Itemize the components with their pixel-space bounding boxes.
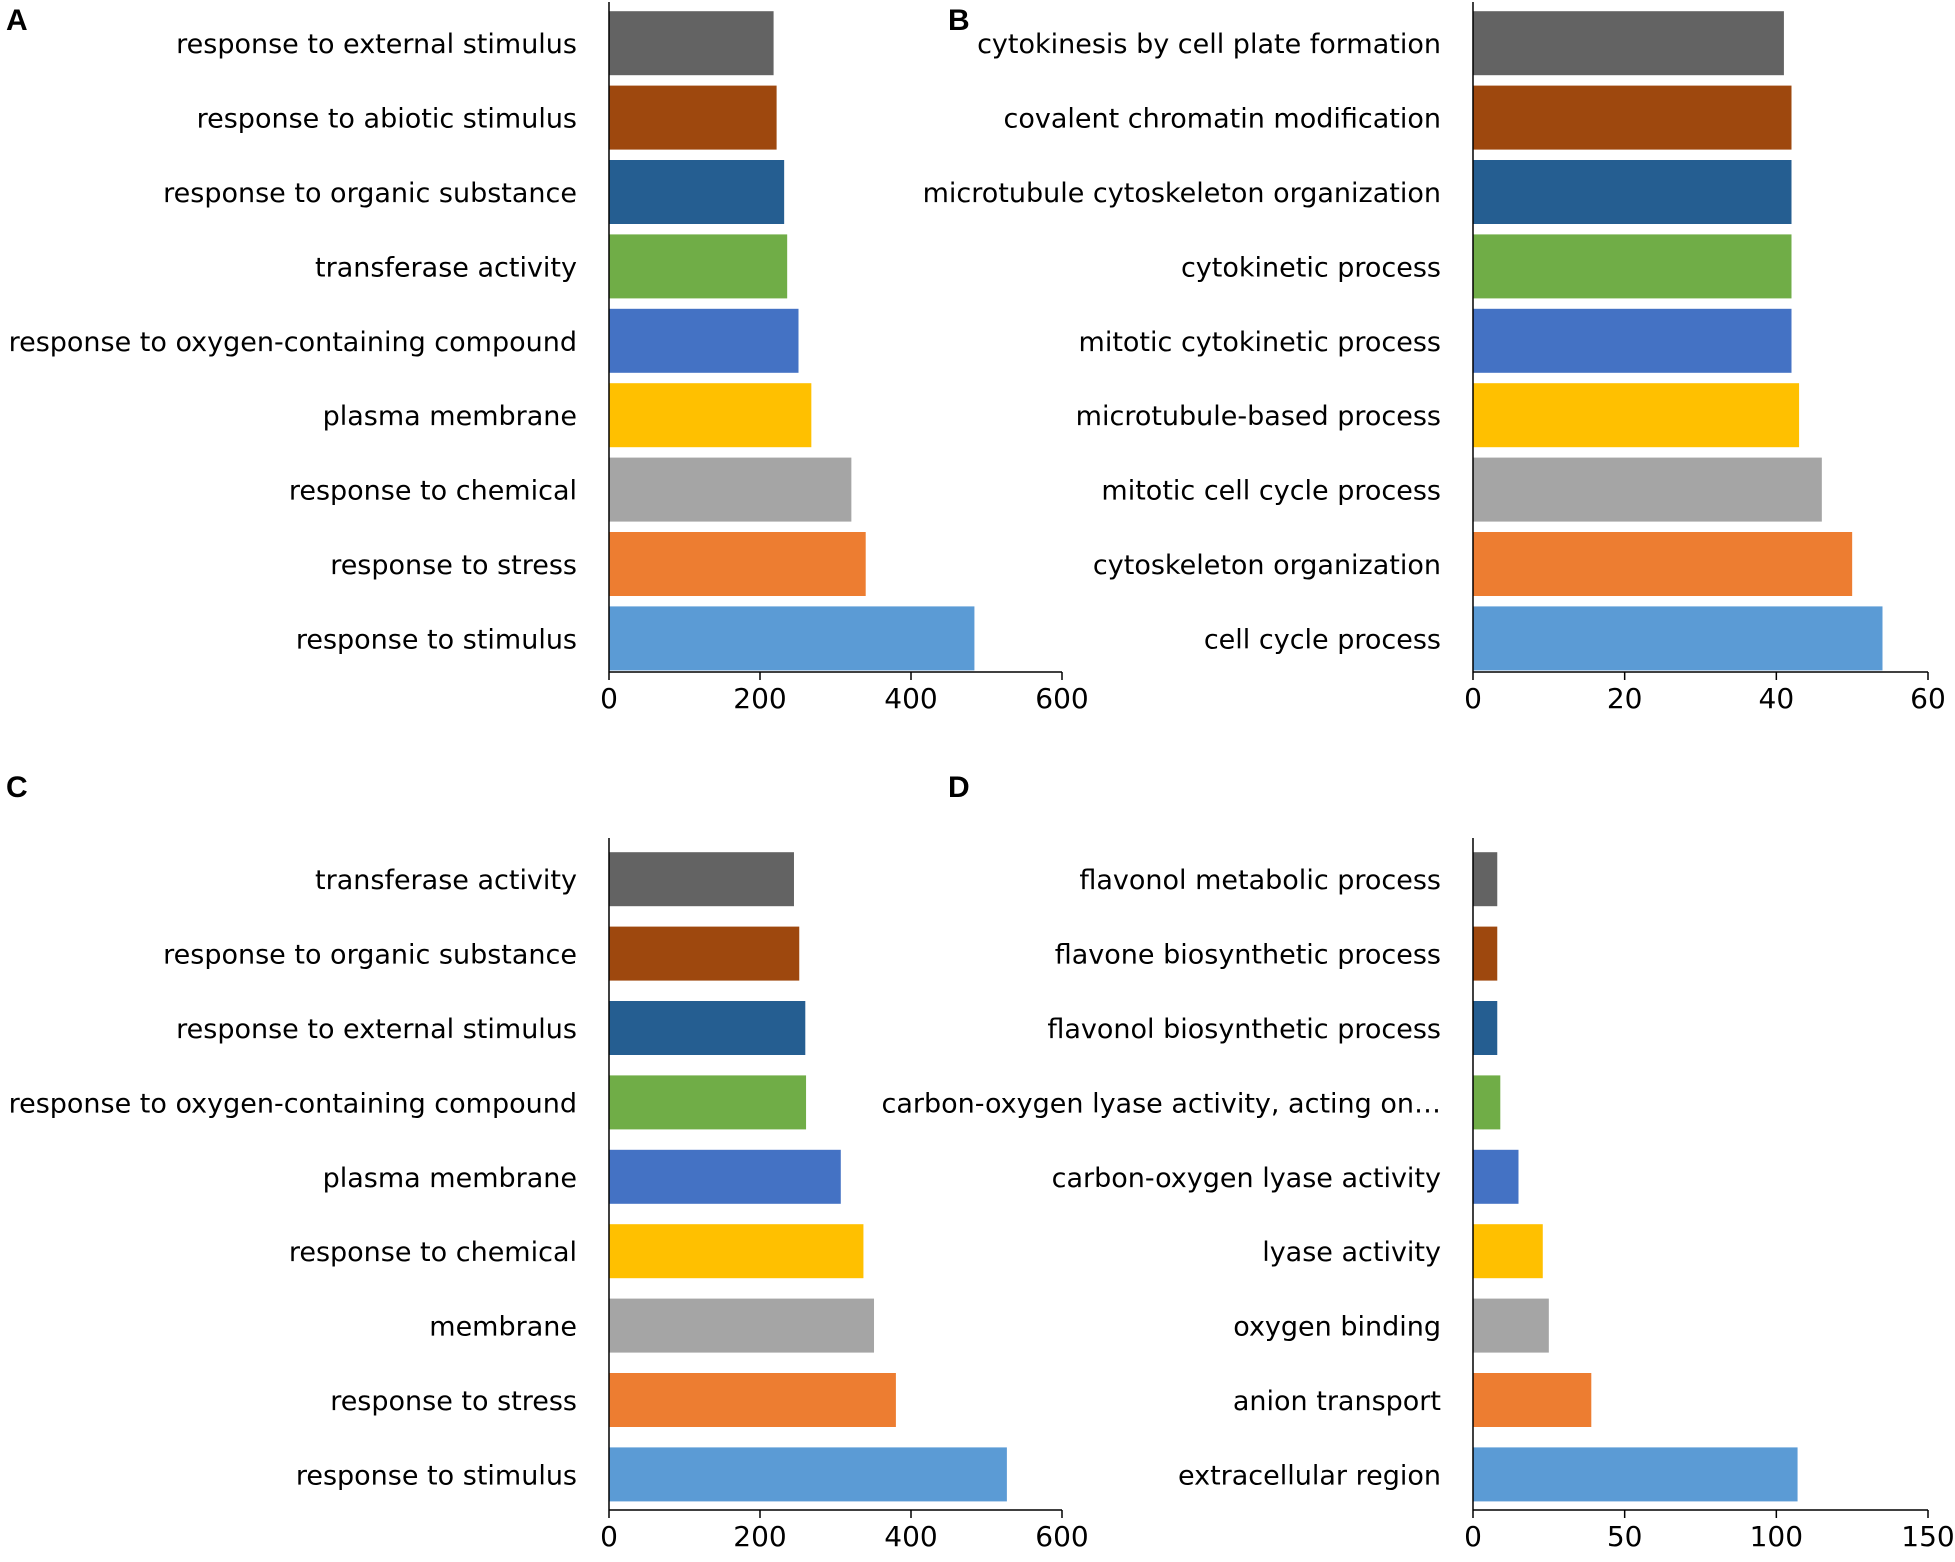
category-label: carbon-oxygen lyase activity [1052, 1163, 1441, 1194]
bar [609, 308, 799, 373]
bar [1473, 308, 1792, 373]
panel-letter: D [948, 771, 970, 804]
bar [609, 1001, 806, 1055]
category-label: flavonol metabolic process [1079, 865, 1441, 896]
category-label: lyase activity [1262, 1237, 1441, 1268]
bar [609, 1298, 875, 1353]
category-label: response to external stimulus [176, 1014, 577, 1045]
category-label: microtubule-based process [1076, 401, 1441, 432]
x-tick-label: 40 [1759, 682, 1795, 715]
bar [609, 1447, 1007, 1502]
x-tick-label: 20 [1607, 682, 1643, 715]
category-label: mitotic cytokinetic process [1079, 327, 1441, 358]
bar [1473, 383, 1800, 448]
bar [609, 532, 866, 596]
category-label: carbon-oxygen lyase activity, acting on… [881, 1088, 1441, 1119]
x-tick-label: 400 [884, 1520, 937, 1553]
bar [609, 85, 777, 150]
category-label: extracellular region [1178, 1460, 1441, 1491]
bar [609, 234, 788, 299]
bar [609, 1224, 864, 1279]
panel-letter: B [948, 4, 970, 37]
bar [1473, 1075, 1501, 1130]
bar [609, 926, 800, 981]
bar [609, 1373, 896, 1427]
bar [1473, 926, 1498, 981]
category-label: response to stress [330, 550, 577, 581]
category-label: response to chemical [289, 1237, 577, 1268]
category-label: flavone biosynthetic process [1055, 940, 1441, 971]
bar [609, 1075, 807, 1130]
x-tick-label: 0 [600, 682, 618, 715]
bar [1473, 1298, 1549, 1353]
x-tick-label: 200 [733, 682, 786, 715]
x-tick-label: 150 [1901, 1520, 1954, 1553]
category-label: response to external stimulus [176, 29, 577, 60]
bar [609, 852, 794, 907]
bar [1473, 11, 1784, 76]
category-label: response to organic substance [163, 940, 577, 971]
category-label: cytokinetic process [1181, 252, 1441, 283]
bar [609, 606, 975, 671]
category-label: response to oxygen-containing compound [9, 1088, 577, 1119]
bar [1473, 1373, 1592, 1427]
category-label: response to stress [330, 1386, 577, 1417]
x-tick-label: 0 [1464, 1520, 1482, 1553]
x-tick-label: 0 [600, 1520, 618, 1553]
category-label: cytokinesis by cell plate formation [977, 29, 1441, 60]
category-label: response to organic substance [163, 178, 577, 209]
category-label: oxygen binding [1233, 1312, 1441, 1343]
x-tick-label: 600 [1035, 682, 1088, 715]
category-label: cell cycle process [1204, 624, 1441, 655]
x-tick-label: 100 [1750, 1520, 1803, 1553]
category-label: response to stimulus [296, 1460, 577, 1491]
category-label: membrane [429, 1312, 577, 1343]
category-label: transferase activity [315, 865, 577, 896]
category-label: mitotic cell cycle process [1101, 476, 1441, 507]
panel-letter: C [6, 771, 28, 804]
bar [1473, 532, 1853, 596]
bar [1473, 234, 1792, 299]
bar [1473, 1224, 1543, 1279]
category-label: covalent chromatin modification [1004, 104, 1441, 135]
x-tick-label: 600 [1035, 1520, 1088, 1553]
bar [609, 11, 774, 76]
bar [609, 457, 852, 522]
category-label: cytoskeleton organization [1093, 550, 1441, 581]
bar [1473, 1149, 1519, 1204]
category-label: response to oxygen-containing compound [9, 327, 577, 358]
category-label: response to abiotic stimulus [197, 104, 577, 135]
bar [1473, 160, 1792, 224]
bar [1473, 1447, 1798, 1502]
bar [609, 383, 812, 448]
category-label: flavonol biosynthetic process [1047, 1014, 1441, 1045]
panel-letter: A [6, 4, 28, 37]
bar [609, 160, 785, 224]
bar [609, 1149, 841, 1204]
category-label: response to stimulus [296, 624, 577, 655]
x-tick-label: 60 [1910, 682, 1946, 715]
x-tick-label: 0 [1464, 682, 1482, 715]
category-label: microtubule cytoskeleton organization [923, 178, 1441, 209]
category-label: plasma membrane [323, 1163, 577, 1194]
category-label: plasma membrane [323, 401, 577, 432]
x-tick-label: 200 [733, 1520, 786, 1553]
bar [1473, 606, 1883, 671]
x-tick-label: 50 [1607, 1520, 1643, 1553]
x-tick-label: 400 [884, 682, 937, 715]
bar [1473, 85, 1792, 150]
category-label: anion transport [1233, 1386, 1441, 1417]
bar [1473, 457, 1822, 522]
category-label: transferase activity [315, 252, 577, 283]
bar [1473, 852, 1498, 907]
category-label: response to chemical [289, 476, 577, 507]
bar [1473, 1001, 1498, 1055]
